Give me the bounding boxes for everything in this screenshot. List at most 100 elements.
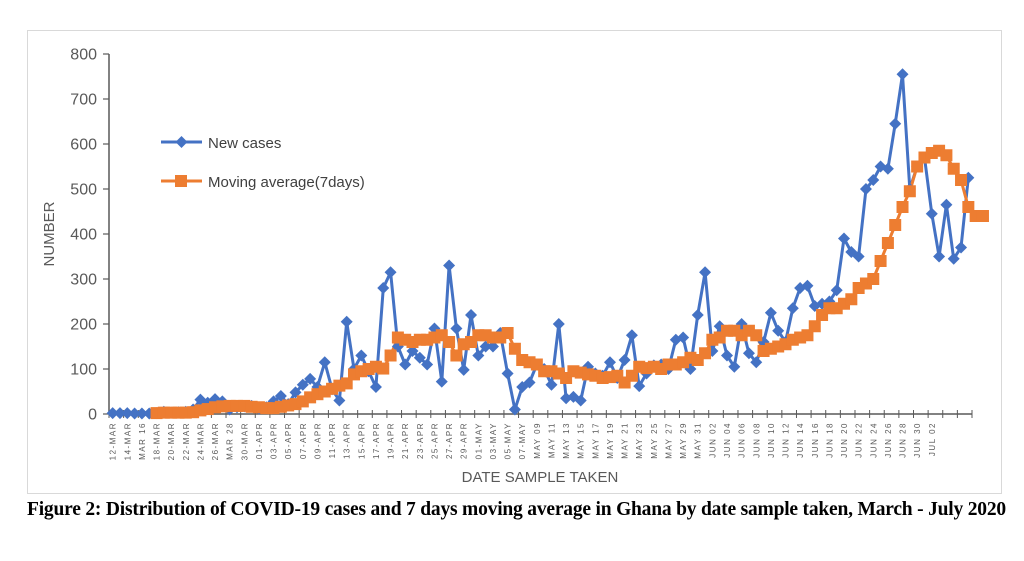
y-tick-label: 500 (70, 182, 97, 199)
x-tick-label: 17-APR (372, 422, 381, 459)
x-tick-label: 24-MAR (196, 422, 205, 460)
data-point-new-cases (545, 378, 558, 391)
x-tick-label: MAY 17 (591, 422, 600, 459)
data-point-new-cases (889, 117, 902, 130)
data-point-new-cases (720, 349, 733, 362)
x-tick-label: JUN 30 (913, 422, 922, 458)
data-point-new-cases (121, 407, 134, 420)
data-point-moving-average (874, 255, 887, 267)
legend: New cases Moving average(7days) (161, 135, 365, 191)
x-tick-label: 05-MAY (504, 422, 513, 459)
x-tick-label: 11-APR (328, 422, 337, 458)
data-point-new-cases (457, 363, 470, 376)
x-tick-label: JUN 16 (811, 422, 820, 458)
data-point-new-cases (274, 390, 287, 402)
legend-label-new-cases: New cases (208, 135, 281, 152)
data-point-moving-average (377, 362, 390, 375)
x-tick-label: MAY 25 (650, 422, 659, 459)
data-point-new-cases (318, 356, 331, 369)
data-point-new-cases (421, 358, 434, 371)
data-point-new-cases (940, 198, 953, 211)
data-point-new-cases (128, 407, 141, 420)
x-tick-label: MAY 27 (664, 422, 673, 459)
data-point-new-cases (369, 381, 382, 393)
legend-marker-diamond-icon (175, 136, 188, 148)
data-point-new-cases (925, 207, 938, 220)
data-point-new-cases (355, 349, 368, 362)
data-point-new-cases (508, 403, 521, 416)
x-axis-title: DATE SAMPLE TAKEN (462, 469, 619, 486)
legend-marker-square-icon (175, 175, 187, 187)
data-point-new-cases (742, 347, 755, 360)
x-tick-label: JUN 08 (752, 422, 761, 458)
data-point-new-cases (677, 331, 690, 344)
x-tick-label: JUN 18 (825, 422, 834, 458)
data-point-moving-average (867, 273, 880, 285)
data-point-moving-average (947, 162, 960, 175)
data-point-new-cases (603, 356, 616, 369)
x-tick-label: JUN 28 (899, 422, 908, 458)
x-tick-label: 27-APR (445, 422, 454, 459)
x-tick-label: 22-MAR (182, 422, 191, 460)
data-point-new-cases (633, 380, 646, 393)
x-tick-label: 21-APR (401, 422, 410, 459)
x-tick-label: 25-APR (430, 422, 439, 459)
data-point-new-cases (377, 282, 390, 294)
data-point-new-cases (867, 174, 880, 186)
data-point-new-cases (523, 376, 536, 389)
x-tick-label: 09-APR (313, 422, 322, 459)
y-tick-label: 700 (70, 92, 97, 109)
data-point-moving-average (450, 349, 463, 362)
x-tick-label: MAR 16 (138, 422, 147, 460)
x-tick-label: 12-MAR (109, 422, 118, 460)
data-point-new-cases (859, 183, 872, 195)
data-point-new-cases (955, 241, 968, 254)
data-point-moving-average (699, 347, 712, 360)
legend-item-moving-average: Moving average(7days) (161, 174, 365, 191)
data-point-new-cases (764, 306, 777, 319)
y-tick-label: 600 (70, 137, 97, 154)
data-point-moving-average (384, 349, 397, 362)
x-tick-label: 14-MAR (123, 422, 132, 460)
x-tick-label: JUL 02 (928, 422, 937, 456)
y-tick-label: 300 (70, 272, 97, 289)
data-point-new-cases (786, 302, 799, 315)
x-tick-label: 19-APR (387, 422, 396, 459)
x-tick-label: JUN 06 (738, 422, 747, 458)
data-point-new-cases (304, 372, 317, 385)
series-lines (112, 72, 983, 416)
y-tick-label: 200 (70, 317, 97, 334)
x-tick-label: MAY 15 (577, 422, 586, 459)
x-tick-label: 01-MAY (474, 422, 483, 459)
x-tick-label: JUN 14 (796, 422, 805, 458)
x-tick-label: MAY 11 (547, 422, 556, 458)
x-tick-label: MAR 28 (226, 422, 235, 460)
data-point-new-cases (465, 309, 478, 321)
data-point-new-cases (384, 266, 397, 279)
figure-caption: Figure 2: Distribution of COVID-19 cases… (27, 499, 1006, 520)
data-point-new-cases (618, 354, 631, 366)
data-point-new-cases (296, 378, 309, 391)
data-point-moving-average (903, 185, 916, 198)
data-point-new-cases (340, 315, 353, 328)
x-tick-label: MAY 19 (606, 422, 615, 459)
data-point-new-cases (896, 68, 909, 81)
data-point-moving-average (889, 219, 902, 231)
x-tick-label: JUN 22 (855, 422, 864, 458)
x-tick-label: 26-MAR (211, 422, 220, 460)
x-tick-label: MAY 23 (635, 422, 644, 459)
data-point-moving-average (508, 342, 521, 355)
data-point-new-cases (625, 329, 638, 342)
legend-item-new-cases: New cases (161, 135, 281, 152)
data-point-new-cases (135, 407, 148, 420)
data-point-new-cases (728, 360, 741, 373)
data-point-new-cases (106, 407, 119, 420)
x-axis-ticks: 12-MAR 14-MAR MAR 16 18-MAR 20-MAR 22-MAR 24-M… (108, 410, 973, 460)
data-point-new-cases (699, 266, 712, 279)
x-tick-label: 03-APR (270, 422, 279, 459)
data-point-new-cases (333, 394, 346, 407)
x-tick-label: MAY 31 (694, 422, 703, 459)
x-tick-label: JUN 04 (723, 422, 732, 458)
data-point-new-cases (830, 284, 843, 297)
x-tick-label: 01-APR (255, 422, 264, 459)
